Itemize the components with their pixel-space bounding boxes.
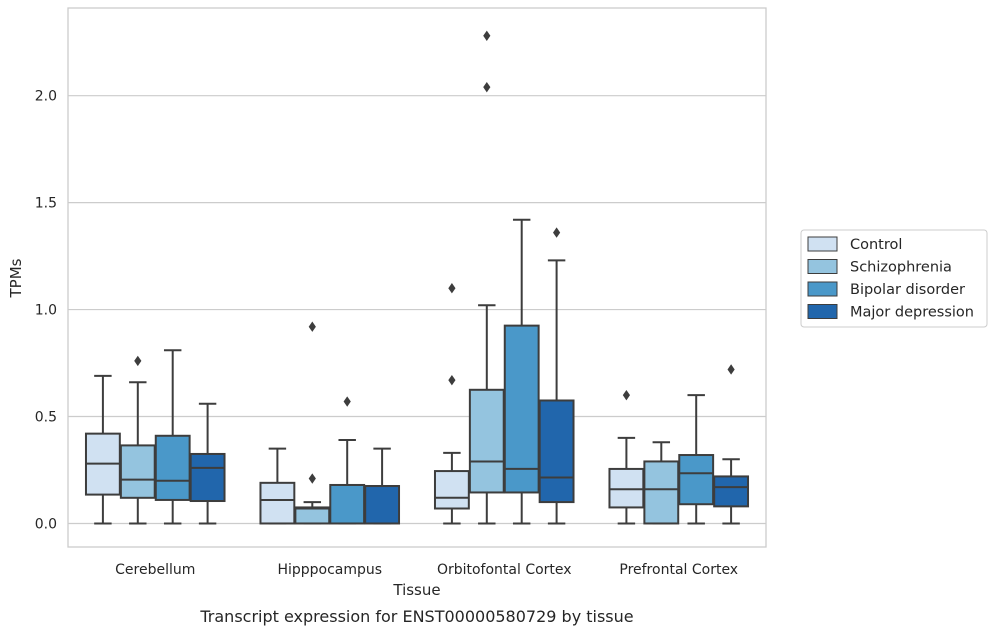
series-schizophrenia	[119, 30, 680, 525]
box	[154, 349, 191, 525]
box	[329, 396, 366, 525]
legend-label: Bipolar disorder	[850, 282, 965, 298]
box	[364, 447, 401, 525]
box	[643, 441, 680, 525]
box-body	[538, 399, 575, 504]
box-body	[468, 388, 505, 494]
box	[294, 321, 331, 525]
x-axis-label: Tissue	[392, 581, 440, 599]
box	[189, 402, 226, 525]
box-body	[259, 481, 296, 525]
legend-swatch	[807, 236, 838, 252]
outlier-point	[343, 396, 351, 407]
box-body	[433, 470, 470, 510]
box-body	[119, 444, 156, 499]
box-body	[608, 467, 645, 509]
legend-label: Schizophrenia	[850, 260, 952, 276]
box-body	[329, 483, 366, 525]
plot-area-frame	[67, 7, 767, 548]
outlier-point	[448, 374, 456, 386]
chart-caption: Transcript expression for ENST0000058072…	[199, 607, 633, 626]
box	[503, 218, 540, 525]
legend-swatch	[807, 304, 838, 319]
x-axis-ticks: Cerebellum Hipppocampus Orbitofontal Corte…	[115, 562, 738, 578]
y-tick-label: 2.0	[35, 89, 57, 105]
x-tick-label: Hipppocampus	[277, 562, 382, 578]
legend-label: Control	[850, 237, 902, 253]
outlier-point	[448, 282, 456, 294]
outlier-point	[622, 389, 630, 401]
box	[713, 364, 750, 525]
box-body	[643, 460, 680, 525]
series-bipolar-disorder	[154, 218, 715, 525]
box	[119, 355, 156, 525]
box-body	[678, 454, 715, 506]
legend-label: Major depression	[850, 305, 974, 321]
box	[468, 30, 505, 525]
y-tick-label: 0.5	[35, 410, 57, 426]
box	[538, 227, 575, 525]
outlier-point	[308, 321, 316, 332]
y-tick-label: 1.0	[35, 303, 57, 319]
box-series	[84, 30, 750, 525]
outlier-point	[483, 30, 491, 42]
y-axis-ticks: 0.0 0.5 1.0 1.5 2.0	[35, 89, 57, 533]
y-tick-label: 1.5	[35, 196, 57, 212]
box-body	[154, 434, 191, 501]
legend-swatch	[807, 281, 838, 297]
outlier-point	[308, 473, 316, 484]
box	[678, 394, 715, 525]
outlier-point	[134, 355, 142, 367]
box	[608, 389, 645, 525]
box-body	[189, 452, 226, 503]
box-body	[503, 324, 540, 494]
box-body	[294, 506, 331, 525]
box	[433, 282, 470, 525]
series-major-depression	[189, 227, 750, 525]
box-body	[713, 475, 750, 508]
x-tick-label: Prefrontal Cortex	[619, 562, 738, 578]
x-tick-label: Cerebellum	[115, 562, 195, 578]
outlier-point	[553, 227, 561, 238]
legend: Control Schizophrenia Bipolar disorder Majo…	[800, 229, 988, 328]
box-body	[364, 485, 401, 525]
x-tick-label: Orbitofontal Cortex	[437, 562, 572, 578]
box	[259, 447, 296, 525]
outlier-point	[727, 364, 735, 375]
box	[84, 374, 121, 525]
series-control	[84, 282, 645, 525]
y-axis-label: TPMs	[7, 258, 25, 298]
legend-swatch	[807, 259, 838, 274]
y-tick-label: 0.0	[35, 516, 57, 532]
outlier-point	[483, 81, 491, 93]
legend-frame	[800, 229, 988, 328]
